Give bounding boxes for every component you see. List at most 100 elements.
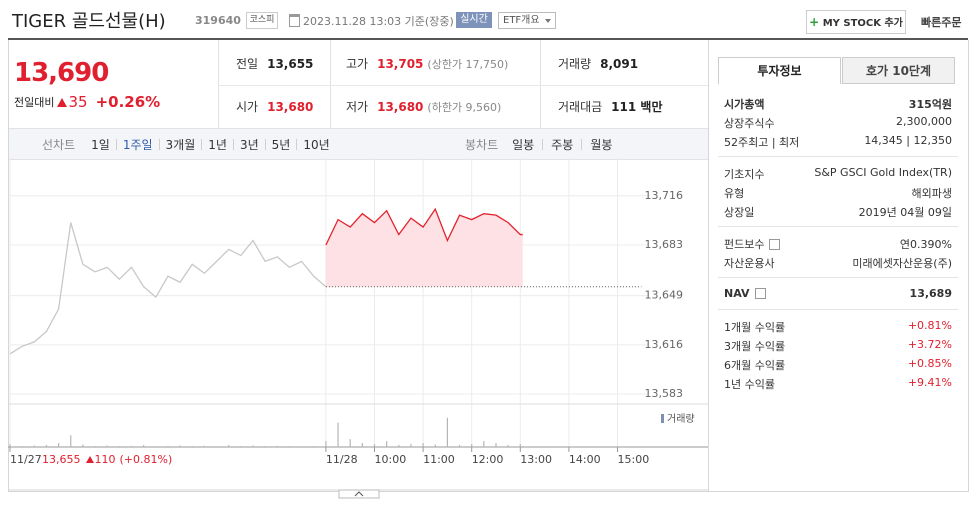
info-tab[interactable]: 호가 10단계 — [842, 57, 955, 84]
volume-bar — [495, 443, 497, 447]
volume-bar — [228, 445, 230, 447]
realtime-badge[interactable]: 실시간 — [456, 12, 492, 28]
volume-bar — [471, 444, 473, 447]
volume-bar — [349, 439, 351, 447]
tab-separator — [542, 139, 544, 150]
info-label-text: 유형 — [724, 187, 745, 200]
period-tab[interactable]: 1년 — [208, 138, 227, 152]
collapse-button[interactable] — [338, 489, 380, 499]
legend-swatch — [661, 414, 664, 423]
volume-bar — [191, 446, 193, 447]
tab-separator — [158, 139, 160, 150]
my-stock-label: MY STOCK 추가 — [822, 18, 903, 29]
y-tick-label: 13,716 — [645, 189, 684, 202]
volume-bar — [434, 444, 436, 447]
group-divider — [718, 156, 958, 157]
info-label: 3개월 수익률 — [724, 338, 785, 354]
quote-value: 13,680 — [377, 100, 424, 114]
tab-separator — [115, 139, 117, 150]
frame — [8, 40, 969, 492]
quote-note: (상한가 17,750) — [427, 58, 509, 71]
volume-bar — [386, 441, 388, 447]
volume-bar — [130, 445, 133, 447]
volume-bar — [106, 445, 108, 447]
volume-bar — [203, 445, 205, 447]
info-label: 1개월 수익률 — [724, 319, 785, 335]
plus-icon: + — [809, 15, 820, 29]
y-tick-label: 13,583 — [645, 387, 684, 400]
info-label: 기초지수 — [724, 166, 764, 182]
tab-separator — [264, 139, 266, 150]
period-tab[interactable]: 10년 — [303, 138, 330, 152]
volume-bar — [325, 441, 327, 447]
info-label-text: 시가총액 — [724, 98, 765, 111]
quote-cell: 시가 13,680 — [236, 98, 313, 115]
candle-tab[interactable]: 월봉 — [590, 138, 613, 152]
y-tick-label: 13,649 — [645, 289, 684, 302]
volume-bar — [9, 444, 11, 447]
quote-label: 전일 — [236, 57, 259, 71]
y-tick-label: 13,683 — [645, 238, 684, 251]
info-label-text: 상장일 — [724, 206, 755, 219]
tab-bar — [9, 128, 708, 160]
my-stock-button[interactable]: + MY STOCK 추가 — [806, 10, 906, 34]
quote-label: 시가 — [236, 100, 259, 114]
info-value: 미래에셋자산운용(주) — [852, 257, 952, 270]
candle-tab[interactable]: 일봉 — [512, 138, 535, 152]
group-divider — [718, 226, 958, 227]
candle-tab[interactable]: 주봉 — [551, 138, 574, 152]
quote-cell: 고가 13,705 (상한가 17,750) — [346, 55, 508, 72]
volume-bar — [373, 444, 376, 447]
volume-bar — [82, 444, 84, 447]
etf-dropdown[interactable]: ETF개요 — [498, 12, 556, 29]
volume-bar — [240, 446, 242, 447]
period-tab[interactable]: 1주일 — [122, 138, 153, 152]
quote-cell: 저가 13,680 (하한가 9,560) — [346, 98, 501, 115]
info-value: 연0.390% — [899, 238, 952, 251]
quote-value: 8,091 — [600, 57, 639, 71]
info-tab[interactable]: 투자정보 — [718, 57, 841, 84]
volume-bar — [179, 445, 181, 447]
info-label-text: 52주최고 | 최저 — [724, 136, 800, 149]
volume-bar — [301, 446, 303, 447]
prev-close: 13,655 — [42, 453, 81, 466]
market-badge: 코스피 — [246, 12, 278, 29]
quote-cell: 전일 13,655 — [236, 55, 313, 72]
period-tab[interactable]: 5년 — [271, 138, 291, 152]
info-label-text: 1년 수익률 — [724, 378, 775, 391]
info-label-text: NAV — [724, 287, 750, 300]
info-label: 1년 수익률 — [724, 376, 775, 392]
info-label-text: 펀드보수 — [724, 238, 765, 251]
info-label: 자산운용사 — [724, 255, 775, 271]
info-value: 14,345 | 12,350 — [864, 134, 952, 147]
x-tick-label: 13:00 — [520, 453, 552, 466]
volume-bar — [337, 422, 339, 447]
prev-summary: 13,655 110 (+0.81%) — [42, 453, 172, 466]
info-value: +0.81% — [907, 319, 952, 332]
legend-label: 거래량 — [667, 413, 695, 425]
stock-title: TIGER 골드선물(H) — [12, 11, 166, 32]
volume-bar — [519, 444, 521, 447]
y-tick-label: 13,616 — [645, 338, 684, 351]
quote-label: 거래대금 — [558, 100, 603, 114]
period-tab[interactable]: 3년 — [239, 138, 259, 152]
quote-note: (하한가 9,560) — [427, 101, 502, 114]
stock-code: 319640 — [195, 14, 241, 27]
quote-value: 13,705 — [377, 57, 424, 71]
quick-order[interactable]: 빠른주문 — [921, 16, 962, 29]
volume-bar — [522, 446, 524, 447]
volume-bar — [155, 446, 157, 447]
volume-bar — [21, 446, 23, 447]
info-value: 해외파생 — [911, 187, 952, 200]
change-row: 전일대비 35 +0.26% — [14, 93, 160, 111]
price-line — [325, 207, 523, 246]
info-value: S&P GSCI Gold Index(TR) — [814, 166, 952, 179]
info-value: 13,689 — [909, 287, 952, 300]
change-value: 35 — [68, 93, 88, 111]
period-tab[interactable]: 3개월 — [165, 138, 196, 152]
period-tab[interactable]: 1일 — [91, 138, 110, 152]
change-rate: +0.26% — [95, 93, 161, 111]
quote-cell: 거래량 8,091 — [558, 55, 638, 72]
info-label-text: 3개월 수익률 — [724, 340, 786, 353]
